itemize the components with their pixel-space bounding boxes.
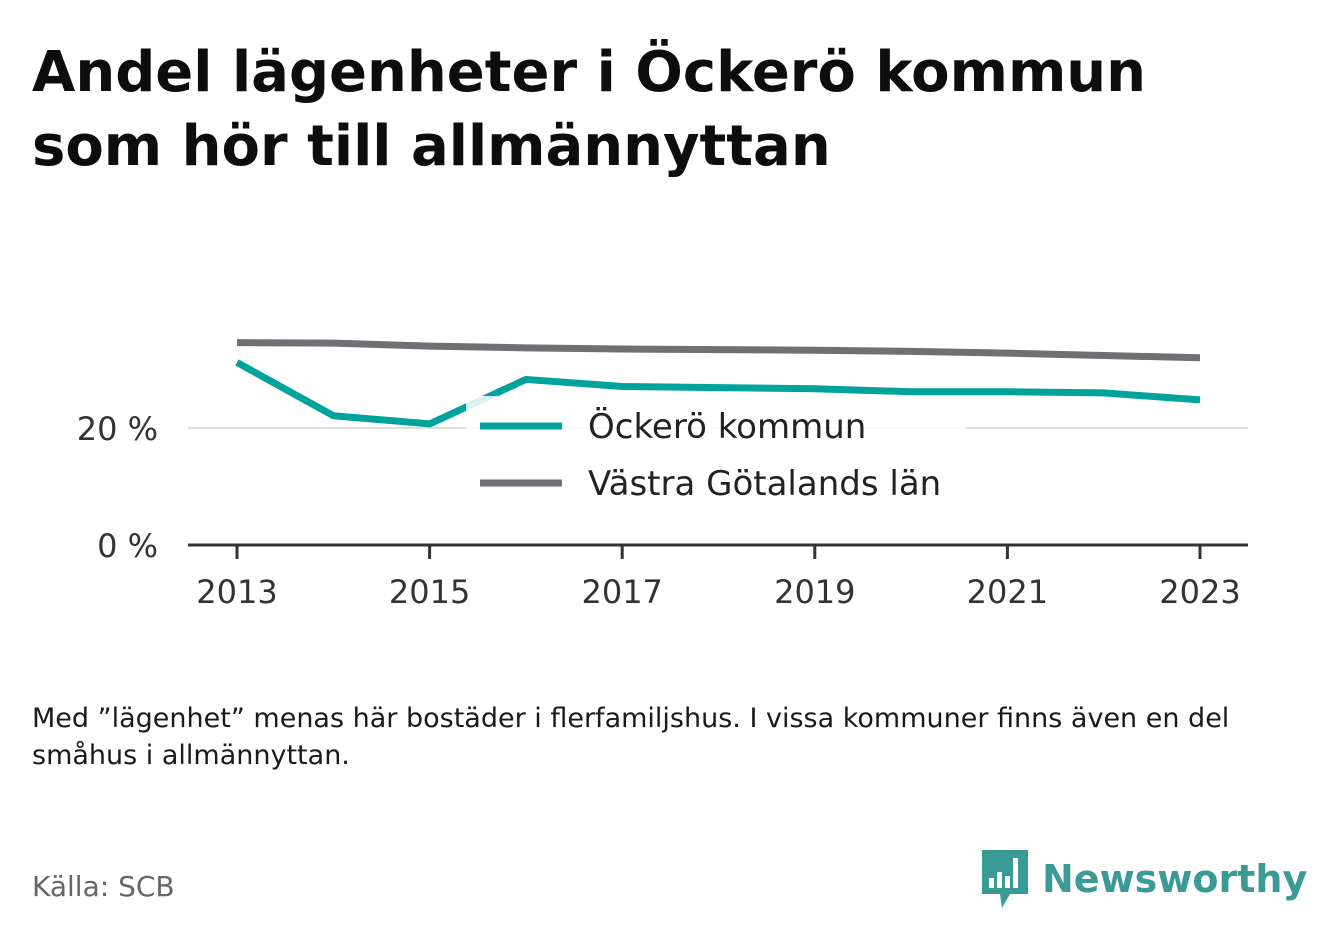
- chart-title: Andel lägenheter i Öckerö kommun som hör…: [32, 40, 1147, 179]
- x-tick-label: 2017: [581, 573, 662, 611]
- y-tick-label: 20 %: [77, 410, 158, 448]
- x-tick-label: 2021: [967, 573, 1048, 611]
- chart-note: Med ”lägenhet” menas här bostäder i fler…: [32, 703, 1230, 771]
- series-line: [236, 339, 1201, 362]
- series-line: [235, 359, 1201, 428]
- y-tick-label: 0 %: [97, 527, 158, 565]
- newsworthy-logo-icon: [982, 850, 1028, 908]
- x-tick-label: 2019: [774, 573, 855, 611]
- brand-name: Newsworthy: [1042, 857, 1308, 901]
- x-tick-label: 2023: [1159, 573, 1240, 611]
- x-tick-label: 2015: [389, 573, 470, 611]
- x-tick-label: 2013: [196, 573, 277, 611]
- source-label: Källa: SCB: [32, 870, 175, 903]
- brand-logo: Newsworthy: [980, 848, 1307, 910]
- legend-label: Västra Götalands län: [588, 464, 941, 504]
- legend-label: Öckerö kommun: [588, 406, 866, 447]
